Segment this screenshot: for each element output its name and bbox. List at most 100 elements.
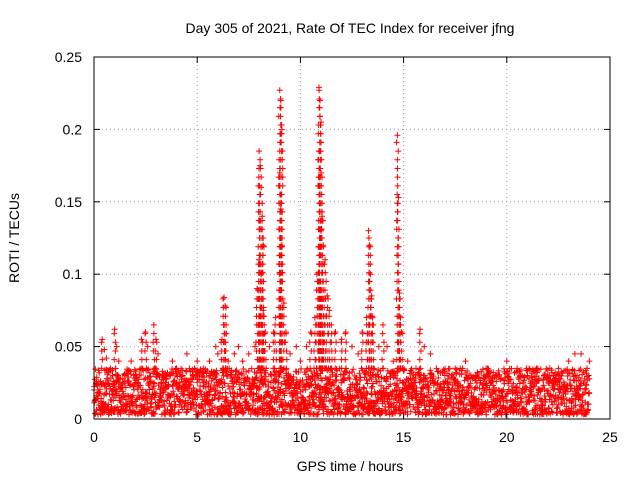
- baseline-point: [543, 408, 550, 415]
- spike-point: [259, 226, 266, 233]
- baseline-point: [319, 377, 326, 384]
- baseline-point: [405, 389, 412, 396]
- baseline-point: [368, 384, 375, 391]
- spike-point: [143, 365, 150, 372]
- data-point: [365, 227, 372, 234]
- spike-point: [277, 278, 284, 285]
- spike-point: [394, 191, 401, 198]
- baseline-point: [412, 372, 419, 379]
- baseline-point: [156, 404, 163, 411]
- baseline-point: [247, 411, 254, 418]
- spike-point: [397, 295, 404, 302]
- baseline-point: [345, 408, 352, 415]
- baseline-point: [508, 365, 515, 372]
- data-point: [107, 365, 114, 372]
- baseline-point: [545, 387, 552, 394]
- baseline-point: [479, 385, 486, 392]
- spike-point: [259, 252, 266, 259]
- baseline-point: [126, 382, 133, 389]
- data-point: [395, 194, 402, 201]
- baseline-point: [427, 367, 434, 374]
- data-point: [297, 358, 304, 365]
- spike-point: [258, 278, 265, 285]
- spike-point: [366, 269, 373, 276]
- baseline-point: [514, 384, 521, 391]
- spike-point: [257, 208, 264, 215]
- data-point: [578, 350, 585, 357]
- spike-point: [323, 278, 330, 285]
- x-tick-label: 5: [193, 429, 201, 445]
- baseline-point: [585, 372, 592, 379]
- spike-point: [370, 321, 377, 328]
- data-point: [303, 343, 310, 350]
- baseline-point: [459, 365, 466, 372]
- baseline-point: [317, 370, 324, 377]
- baseline-point: [204, 367, 211, 374]
- spike-point: [369, 330, 376, 337]
- baseline-point: [570, 397, 577, 404]
- spike-point: [141, 347, 148, 354]
- spike-point: [306, 339, 313, 346]
- data-point: [256, 148, 263, 155]
- spike-point: [98, 339, 105, 346]
- data-point: [493, 372, 500, 379]
- baseline-point: [180, 388, 187, 395]
- data-point: [99, 336, 106, 343]
- baseline-point: [225, 383, 232, 390]
- spike-point: [368, 295, 375, 302]
- baseline-point: [310, 373, 317, 380]
- spike-point: [416, 339, 423, 346]
- baseline-point: [356, 386, 363, 393]
- y-axis: 0 0.05 0.1 0.15 0.2 0.25: [55, 49, 610, 427]
- baseline-point: [295, 369, 302, 376]
- x-axis-label: GPS time / hours: [297, 458, 404, 474]
- baseline-point: [540, 382, 547, 389]
- baseline-point: [162, 411, 169, 418]
- baseline-point: [92, 366, 99, 373]
- spike-point: [306, 356, 313, 363]
- baseline-point: [250, 391, 257, 398]
- baseline-point: [243, 368, 250, 375]
- baseline-point: [424, 394, 431, 401]
- spike-point: [279, 156, 286, 163]
- baseline-point: [262, 373, 269, 380]
- baseline-point: [584, 408, 591, 415]
- data-point: [194, 358, 201, 365]
- spike-point: [318, 226, 325, 233]
- baseline-point: [376, 378, 383, 385]
- baseline-point: [306, 401, 313, 408]
- data-point: [355, 350, 362, 357]
- data-point: [586, 358, 593, 365]
- baseline-point: [558, 372, 565, 379]
- baseline-point: [129, 392, 136, 399]
- spike-point: [322, 269, 329, 276]
- baseline-point: [263, 399, 270, 406]
- spike-point: [326, 321, 333, 328]
- data-point: [307, 329, 314, 336]
- baseline-point: [282, 406, 289, 413]
- baseline-point: [555, 401, 562, 408]
- data-point: [384, 343, 391, 350]
- baseline-point: [161, 402, 168, 409]
- spike-point: [416, 356, 423, 363]
- baseline-point: [206, 373, 213, 380]
- spike-point: [257, 165, 264, 172]
- baseline-point: [216, 394, 223, 401]
- baseline-point: [496, 371, 503, 378]
- data-point: [101, 346, 108, 353]
- baseline-point: [138, 372, 145, 379]
- baseline-point: [539, 402, 546, 409]
- baseline-point: [186, 385, 193, 392]
- spike-point: [271, 330, 278, 337]
- data-point: [366, 242, 373, 249]
- data-point: [266, 343, 273, 350]
- baseline-point: [396, 410, 403, 417]
- data-point: [254, 285, 261, 292]
- spike-point: [399, 330, 406, 337]
- baseline-point: [368, 391, 375, 398]
- baseline-point: [109, 372, 116, 379]
- spike-point: [112, 347, 119, 354]
- baseline-point: [336, 386, 343, 393]
- spike-point: [367, 261, 374, 268]
- spike-point: [316, 208, 323, 215]
